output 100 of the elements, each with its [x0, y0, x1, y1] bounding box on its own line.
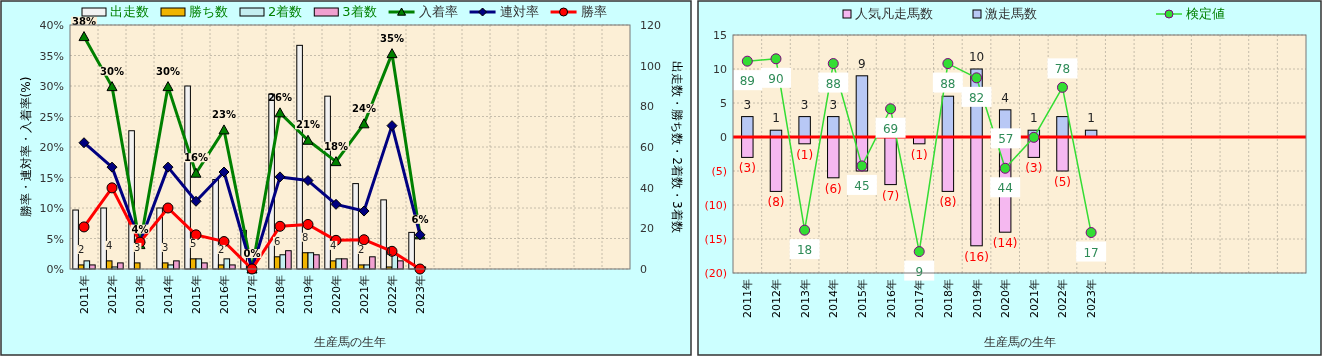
data-label: (8) [767, 195, 785, 210]
data-label: (3) [738, 161, 756, 176]
x-tick-label: 2020年 [330, 275, 343, 314]
data-label: 4 [1001, 90, 1009, 105]
x-axis-title: 生産馬の生年 [983, 335, 1056, 349]
x-tick-label: 2023年 [1085, 279, 1099, 318]
legend-label: 入着率 [418, 4, 458, 19]
data-label: 0% [243, 248, 261, 259]
data-label: (7) [882, 188, 900, 203]
data-label: 3 [743, 97, 752, 112]
data-label: 21% [296, 119, 320, 131]
x-tick-label: 2015年 [855, 279, 869, 318]
y-tick-label: 10 [713, 63, 727, 76]
x-tick-label: 2017年 [246, 275, 259, 314]
y2-tick-label: 60 [640, 141, 654, 154]
data-label: 3 [829, 97, 838, 112]
data-label: (6) [824, 181, 842, 196]
legend-label: 勝ち数 [189, 4, 228, 19]
x-tick-label: 2011年 [741, 279, 755, 318]
x-tick-label: 2023年 [414, 275, 427, 314]
data-label: 88 [940, 76, 956, 91]
x-tick-label: 2013年 [798, 279, 812, 318]
y2-tick-label: 0 [640, 263, 647, 276]
legend-label: 連対率 [499, 4, 539, 19]
data-label: 2 [358, 243, 365, 255]
x-tick-label: 2012年 [106, 275, 119, 314]
data-label: 35% [380, 32, 404, 44]
data-label: (1) [796, 147, 814, 162]
legend-label: 勝率 [580, 4, 607, 19]
y-tick-label: 5 [720, 97, 727, 110]
y2-tick-label: 80 [640, 100, 654, 114]
data-label: 6% [411, 213, 429, 225]
x-tick-label: 2016年 [884, 279, 898, 318]
data-label: 89 [739, 74, 755, 89]
data-label: (5) [1053, 175, 1071, 189]
data-label: 78 [1054, 62, 1071, 77]
data-label: 10 [968, 50, 985, 64]
y-tick-label: 10% [39, 202, 64, 215]
data-label: 9 [915, 264, 924, 279]
data-label: 24% [352, 102, 376, 114]
y-tick-label: 25% [39, 110, 64, 124]
y-tick-label: 35% [39, 49, 64, 63]
y-tick-label: 5% [46, 232, 64, 246]
x-tick-label: 2018年 [941, 279, 955, 318]
data-label: 3 [162, 241, 169, 253]
data-label: 30% [156, 65, 180, 77]
data-label: 44 [997, 181, 1013, 196]
data-label: 38% [72, 15, 96, 27]
data-label: 3 [800, 97, 809, 112]
data-label: 2 [78, 243, 85, 255]
x-tick-label: 2013年 [134, 275, 147, 314]
data-label: 82 [968, 90, 985, 105]
data-label: 6 [274, 235, 281, 247]
x-tick-label: 2019年 [970, 279, 984, 318]
y-tick-label: 30% [39, 80, 64, 93]
x-tick-label: 2011年 [78, 275, 91, 314]
x-tick-label: 2014年 [162, 275, 175, 314]
y-tick-label: 0 [720, 131, 727, 144]
x-tick-label: 2021年 [358, 275, 371, 314]
data-label: 90 [768, 71, 784, 86]
data-label: (1) [910, 147, 928, 162]
data-label: 4 [330, 239, 337, 251]
data-label: 18 [796, 243, 813, 258]
x-tick-label: 2017年 [913, 279, 927, 318]
y-tick-label: (20) [704, 267, 727, 280]
x-tick-label: 2020年 [999, 279, 1013, 318]
data-label: 9 [858, 56, 866, 71]
legend-label: 人気凡走馬数 [855, 6, 933, 21]
data-label: 88 [825, 76, 841, 91]
data-label: 1 [386, 245, 393, 257]
data-label: 1 [1030, 111, 1038, 126]
data-label: (3) [1025, 161, 1043, 176]
data-label: (14) [992, 236, 1018, 251]
y-tick-label: (5) [711, 165, 727, 178]
y-tick-label: 0% [46, 263, 64, 276]
data-label: 4% [131, 223, 149, 235]
data-label: 1 [772, 111, 780, 126]
legend-label: 2着数 [268, 4, 303, 19]
x-tick-label: 2018年 [274, 275, 287, 314]
y-tick-label: 40% [39, 19, 64, 32]
data-label: (8) [939, 195, 957, 210]
data-label: 1 [1087, 111, 1095, 126]
data-label: 8 [302, 231, 309, 243]
legend-label: 検定値 [1186, 6, 1225, 21]
data-label: 3 [134, 241, 141, 253]
y2-tick-label: 100 [640, 59, 661, 73]
x-tick-label: 2014年 [827, 279, 841, 318]
y-axis-title: 勝率・連対率・入着率(%) [19, 76, 33, 218]
x-tick-label: 2016年 [218, 275, 231, 314]
x-tick-label: 2021年 [1027, 279, 1041, 318]
data-label: 57 [998, 132, 1014, 147]
x-tick-label: 2019年 [302, 275, 315, 314]
y-tick-label: 15% [39, 171, 64, 185]
data-label: 16% [184, 152, 208, 164]
y2-tick-label: 40 [640, 181, 654, 195]
data-label: 69 [882, 121, 899, 136]
y-tick-label: 15 [713, 29, 727, 42]
x-tick-label: 2022年 [386, 275, 399, 314]
y2-tick-label: 120 [640, 19, 661, 32]
x-axis-title: 生産馬の生年 [314, 335, 386, 349]
